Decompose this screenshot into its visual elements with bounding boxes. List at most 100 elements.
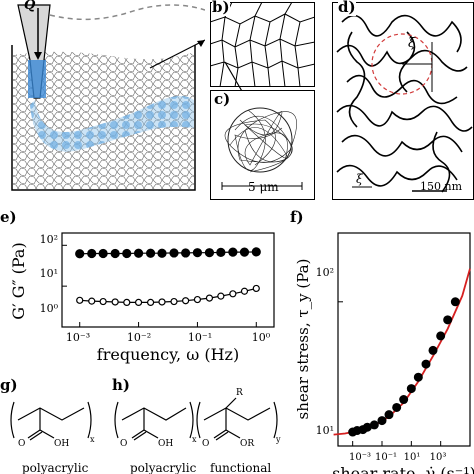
h-o1-label: O <box>120 439 127 449</box>
e-tick-x-2: 10⁻¹ <box>188 331 212 344</box>
f-tick-x-0: 10⁻³ <box>349 452 371 463</box>
f-point <box>421 359 431 369</box>
e-xlabel: frequency, ω (Hz) <box>97 345 239 364</box>
panel-d-letter: d) <box>338 0 356 16</box>
e-point <box>169 248 179 258</box>
e-point <box>240 287 249 295</box>
f-point <box>436 331 446 341</box>
e-point <box>229 290 237 298</box>
e-point <box>252 284 260 293</box>
panel-e-letter: e) <box>0 208 17 226</box>
f-tick-x-2: 10¹ <box>404 452 421 463</box>
panel-h-letter: h) <box>112 376 131 394</box>
e-point <box>158 298 166 306</box>
f-xlabel: shear rate, γ̇ (s⁻¹) <box>332 464 474 474</box>
e-point <box>239 247 250 257</box>
gel-body <box>13 51 194 189</box>
e-tick-y-1: 10¹ <box>40 267 58 280</box>
g-group: OH <box>54 439 69 449</box>
panel-a-schematic <box>11 4 205 191</box>
e-point <box>110 248 120 259</box>
printed-filament <box>30 96 194 152</box>
e-ylabel: G′ G″ (Pa) <box>9 242 28 319</box>
f-tick-y-0: 10¹ <box>316 424 334 437</box>
e-point <box>123 298 131 307</box>
f-tick-x-1: 10⁻¹ <box>375 452 397 463</box>
e-point <box>122 248 132 259</box>
e-point <box>145 248 156 258</box>
f-point <box>399 395 409 405</box>
h-group2: OR <box>240 439 254 449</box>
container-box <box>11 45 196 191</box>
h-sub2: y <box>275 435 281 444</box>
e-point <box>146 298 155 307</box>
h-caption1: polyacrylic <box>130 461 197 474</box>
e-point <box>75 249 85 259</box>
panel-d-xi-label: ξ <box>408 36 416 51</box>
f-tick-x-3: 10³ <box>430 452 447 463</box>
e-tick-x-0: 10⁻³ <box>66 331 90 344</box>
f-point <box>413 372 423 382</box>
f-point <box>384 410 394 420</box>
e-point <box>181 248 191 258</box>
h-o2-label: O <box>202 439 209 449</box>
e-point <box>88 297 96 305</box>
e-point <box>192 248 203 258</box>
e-point <box>228 247 238 257</box>
panel-g-letter: g) <box>0 376 18 394</box>
e-point <box>251 247 261 257</box>
e-series-0-line <box>79 251 257 255</box>
e-tick-y-2: 10² <box>40 233 58 246</box>
panel-d-network <box>332 2 474 200</box>
h-r: R <box>236 388 243 398</box>
g-sub: x <box>90 435 95 444</box>
e-tick-y-0: 10⁰ <box>40 302 59 315</box>
f-point <box>406 384 416 394</box>
e-tick-x-1: 10⁻² <box>127 331 151 344</box>
panel-d-xi-bottom: ξ <box>356 172 363 186</box>
chart-e: 10⁰ 10¹ 10² 10⁻³ 10⁻² 10⁻¹ 10⁰ frequency… <box>9 232 275 364</box>
h-sub1: x <box>192 435 197 444</box>
e-point <box>99 297 107 306</box>
h-caption2: functional <box>210 461 271 474</box>
chart-f: 10¹ 10² 10⁻³ 10⁻¹ 10¹ 10³ shear rate, γ̇… <box>294 232 474 474</box>
e-point <box>216 247 226 258</box>
g-caption: polyacrylic <box>22 461 89 474</box>
e-series-1-line <box>79 287 257 303</box>
panel-d-scale-label: 150 nm <box>420 180 463 193</box>
g-o-label: O <box>18 439 25 449</box>
e-point <box>182 297 190 305</box>
panel-f-letter: f) <box>290 208 304 226</box>
e-point <box>76 296 84 304</box>
f-fit-line <box>333 268 471 436</box>
e-point <box>193 295 202 304</box>
h-group1: OH <box>158 439 173 449</box>
e-point <box>170 297 178 306</box>
panel-b-foam <box>210 2 315 87</box>
e-point <box>205 294 214 302</box>
f-point <box>443 315 453 325</box>
f-tick-y-1: 10² <box>316 266 334 279</box>
panel-c-scale-label: 5 μm <box>248 180 279 194</box>
e-point <box>157 248 167 258</box>
panel-c-letter: c) <box>214 90 231 108</box>
panel-c-microgel <box>210 90 315 200</box>
f-point <box>377 416 387 426</box>
e-point <box>87 248 97 259</box>
f-point <box>450 297 460 307</box>
panel-b-letter: b) <box>212 0 230 16</box>
e-point <box>133 248 144 258</box>
f-point <box>392 402 402 412</box>
e-point <box>111 298 119 306</box>
e-tick-x-3: 10⁰ <box>252 331 271 344</box>
f-point <box>428 345 438 355</box>
f-point <box>369 420 379 430</box>
dashed-wave <box>49 4 205 21</box>
chem-structures: O O O OH x OH x OR y R polyacrylic polya… <box>10 388 281 474</box>
e-point <box>204 248 215 258</box>
e-point <box>98 248 108 259</box>
panel-a-flow-label: Q <box>24 0 36 13</box>
e-point <box>217 292 225 300</box>
f-ylabel: shear stress, τ_y (Pa) <box>294 259 312 420</box>
e-point <box>134 298 143 307</box>
